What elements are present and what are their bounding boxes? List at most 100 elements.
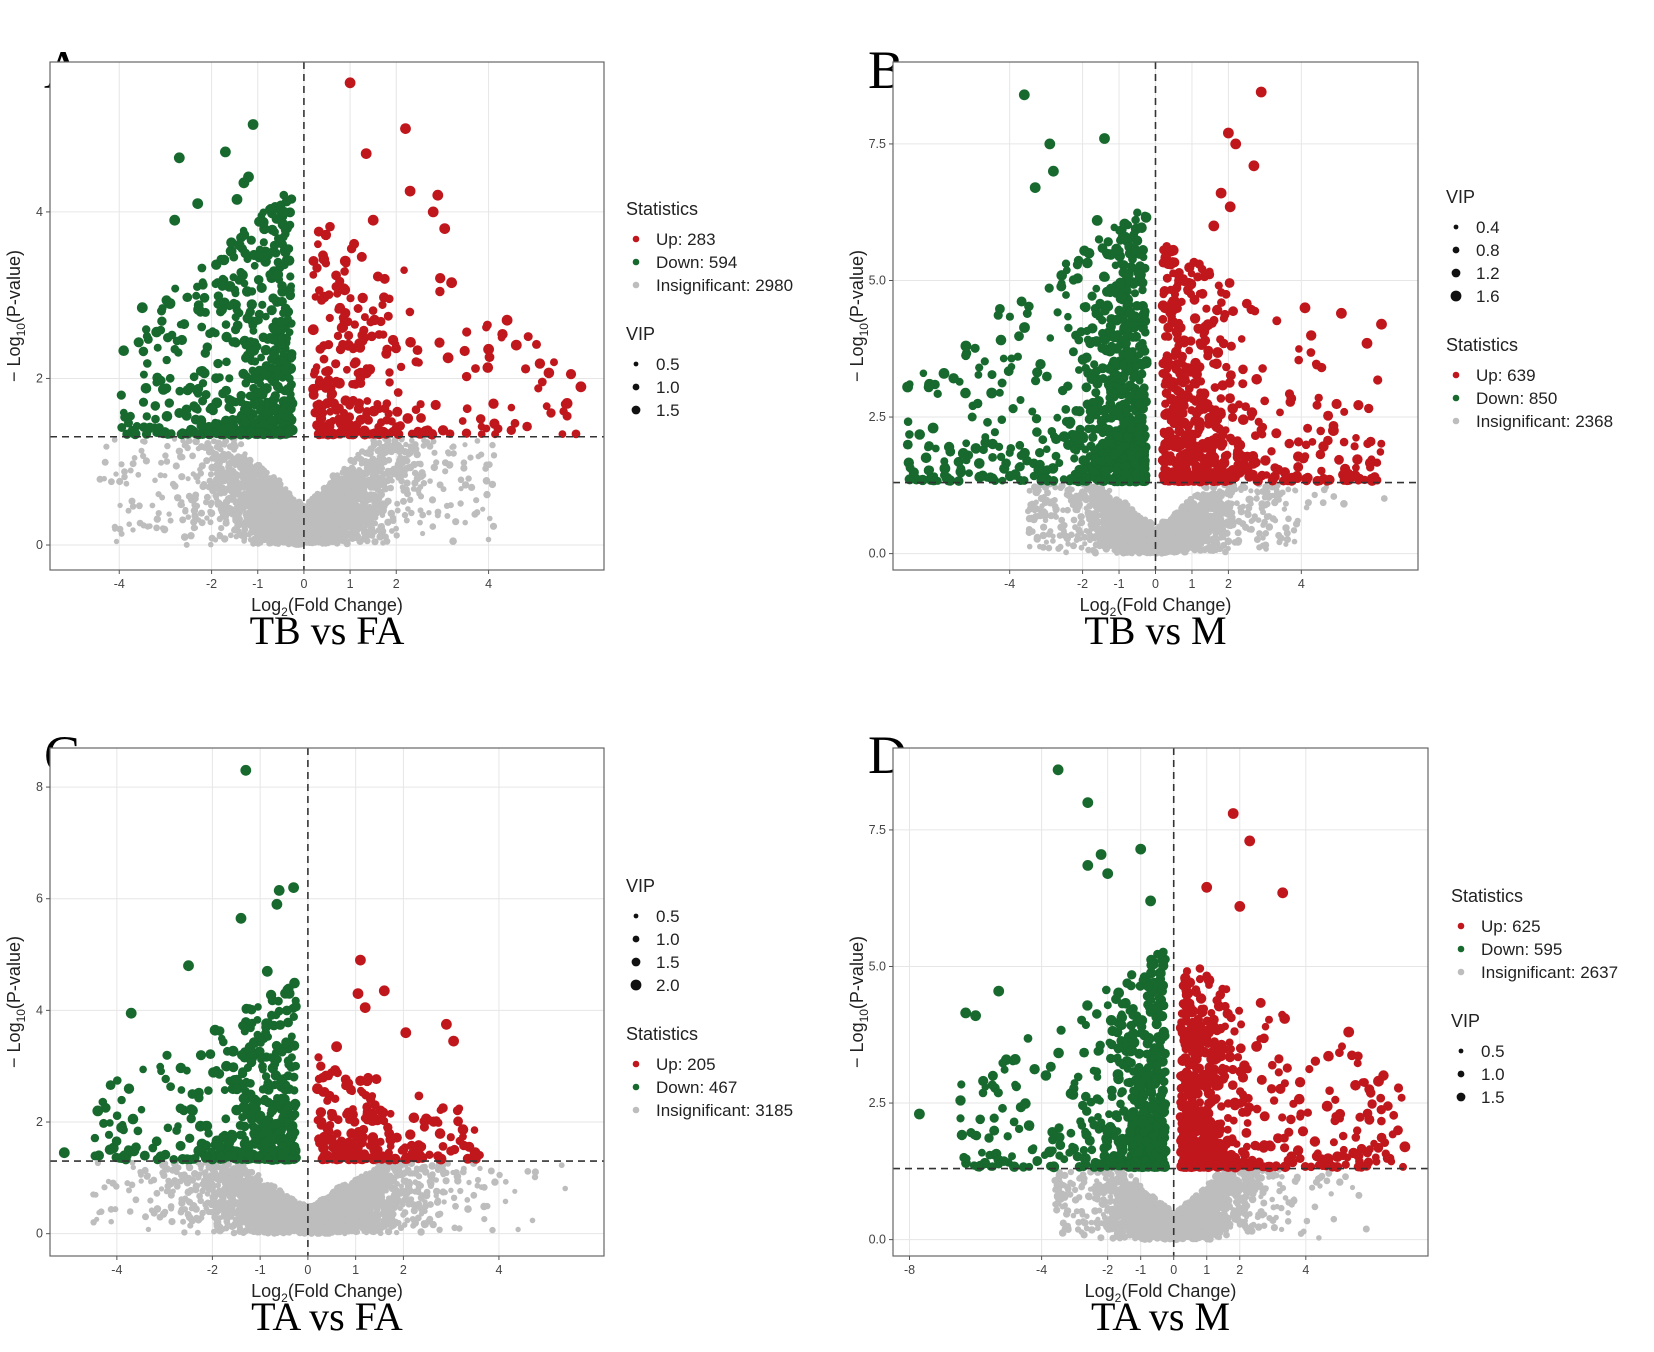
point-insignificant [197,470,204,477]
legend-vip-label: 1.5 [656,401,680,420]
point-insignificant [121,468,128,475]
point-insignificant [417,473,425,480]
point-up [368,405,380,417]
point-down [277,296,287,307]
point-insignificant [329,511,336,519]
point-insignificant [208,541,214,548]
point-insignificant [314,523,322,531]
point-insignificant [420,530,426,537]
point-insignificant [343,512,351,520]
point-insignificant [217,505,225,513]
point-up [321,367,330,376]
point-insignificant [240,473,246,480]
point-down [124,418,133,428]
point-down [255,251,264,260]
point-insignificant [413,450,421,459]
point-up [435,286,445,297]
point-insignificant [207,508,213,515]
point-down [143,359,152,368]
point-insignificant [383,537,391,545]
point-insignificant [234,479,242,487]
point-up [348,380,357,389]
point-insignificant [287,531,294,538]
point-insignificant [361,485,368,492]
point-up [329,417,337,425]
point-insignificant [123,480,130,487]
point-insignificant [177,448,184,454]
point-up [338,427,348,437]
point-down [157,316,167,326]
point-insignificant [367,465,375,474]
point-down [193,389,203,398]
point-up [430,399,441,411]
point-insignificant [375,527,382,534]
point-insignificant [182,508,189,515]
point-up [507,403,516,412]
point-up [348,428,359,440]
point-down [240,248,251,259]
point-insignificant [257,481,264,488]
point-insignificant [163,458,171,465]
point-insignificant [185,492,193,500]
point-insignificant [360,529,368,537]
point-insignificant [220,450,228,459]
point-down [151,326,162,338]
point-insignificant [417,519,423,526]
point-insignificant [208,534,216,542]
point-insignificant [362,458,369,465]
point-down [250,261,259,270]
point-insignificant [131,455,138,461]
point-down [140,383,152,394]
point-insignificant [247,537,254,543]
point-insignificant [457,476,465,484]
point-insignificant [387,509,395,518]
point-insignificant [152,477,158,484]
point-insignificant [402,486,410,494]
point-insignificant [121,473,128,481]
point-insignificant [135,471,142,478]
point-up [349,345,358,354]
point-down [272,381,283,392]
point-insignificant [426,510,432,516]
point-insignificant [485,536,492,543]
point-insignificant [329,526,337,534]
point-insignificant [383,477,389,483]
point-down [270,227,279,237]
point-insignificant [361,504,369,512]
point-insignificant [483,461,490,469]
point-insignificant [209,449,217,456]
point-insignificant [411,469,419,477]
point-down [193,282,202,291]
point-insignificant [457,500,464,507]
point-insignificant [208,455,215,462]
point-insignificant [249,470,256,476]
point-up [523,332,533,342]
point-up [382,344,392,355]
point-up [446,277,457,289]
point-insignificant [362,449,369,457]
point-insignificant [400,497,407,505]
point-insignificant [376,499,383,507]
point-up [310,370,318,379]
point-down [234,308,244,318]
point-insignificant [1070,542,1077,550]
point-insignificant [118,461,125,468]
point-up [309,271,318,279]
point-down [163,333,173,343]
point-insignificant [394,507,401,514]
point-insignificant [167,517,174,524]
point-insignificant [230,440,238,448]
point-insignificant [339,490,346,497]
point-up [379,273,390,284]
point-down [153,343,162,352]
point-insignificant [387,442,395,450]
point-down [218,254,230,266]
point-insignificant [306,534,315,542]
point-down [211,373,222,384]
point-insignificant [238,495,244,501]
point-insignificant [387,484,395,492]
point-up [344,77,356,89]
point-down [174,408,185,418]
point-down [213,358,223,369]
